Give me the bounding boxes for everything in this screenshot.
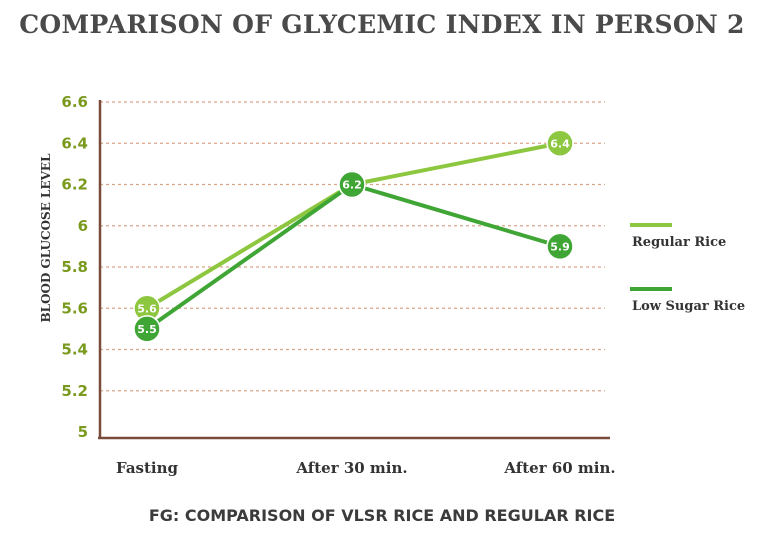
y-tick-label: 5.2 <box>61 382 88 400</box>
grid-lines <box>100 101 605 392</box>
data-label: 5.9 <box>550 240 570 253</box>
legend-label: Low Sugar Rice <box>632 299 745 314</box>
y-tick-label: 5 <box>78 423 88 441</box>
chart-title: COMPARISON OF GLYCEMIC INDEX IN PERSON 2 <box>19 10 745 39</box>
y-tick-label: 6.2 <box>61 176 88 194</box>
data-point <box>133 315 161 343</box>
figure-caption: FG: COMPARISON OF VLSR RICE AND REGULAR … <box>148 506 616 525</box>
data-label: 5.5 <box>137 323 157 336</box>
series-points: 5.66.26.45.56.25.9 <box>133 129 574 343</box>
x-tick-labels: Fasting After 30 min. After 60 min. <box>116 459 616 477</box>
legend-label: Regular Rice <box>632 235 726 250</box>
data-label: 6.4 <box>550 137 570 150</box>
y-axis-label: BLOOD GLUCOSE LEVEL <box>39 153 53 323</box>
y-tick-label: 5.8 <box>61 258 88 276</box>
y-tick-label: 6 <box>78 217 88 235</box>
series-line-low-sugar-rice <box>145 182 561 331</box>
data-label: 6.2 <box>342 179 362 192</box>
legend: Regular Rice Low Sugar Rice <box>630 223 745 314</box>
x-tick-label: Fasting <box>116 459 179 477</box>
y-tick-label: 5.6 <box>61 299 88 317</box>
data-point <box>546 232 574 261</box>
data-label: 5.6 <box>137 302 157 315</box>
y-tick-label: 6.4 <box>61 134 88 152</box>
x-tick-label: After 30 min. <box>295 459 407 477</box>
axes <box>98 100 610 440</box>
data-point <box>338 170 366 199</box>
data-point <box>546 129 574 157</box>
y-tick-labels: 5 5.2 5.4 5.6 5.8 6 6.2 6.4 6.6 <box>61 93 88 441</box>
y-tick-label: 5.4 <box>61 341 88 359</box>
y-tick-label: 6.6 <box>61 93 88 111</box>
x-tick-label: After 60 min. <box>503 459 615 477</box>
